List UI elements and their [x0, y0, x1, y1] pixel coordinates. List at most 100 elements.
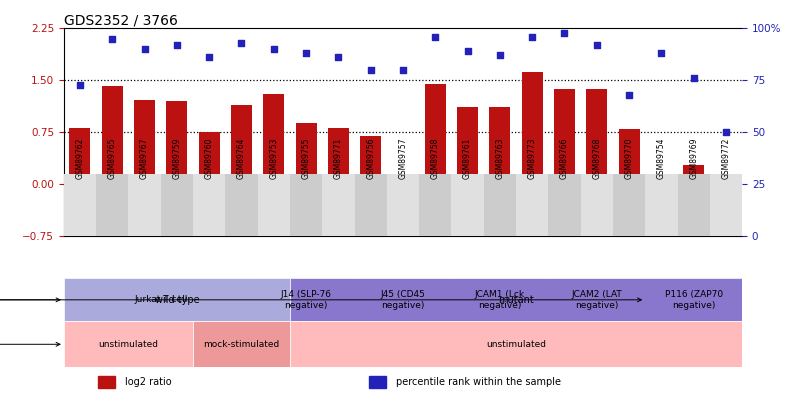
Point: [267, 46, 280, 52]
Bar: [231, 104, 252, 184]
Bar: [193, 174, 225, 237]
Bar: [97, 376, 115, 388]
Point: [461, 48, 474, 55]
Bar: [646, 278, 742, 322]
Bar: [522, 72, 543, 184]
Bar: [457, 107, 478, 184]
Text: J14 (SLP-76
negative): J14 (SLP-76 negative): [281, 290, 332, 309]
Bar: [354, 278, 452, 322]
Text: GSM89754: GSM89754: [657, 137, 666, 179]
Bar: [102, 86, 123, 184]
Bar: [290, 322, 742, 367]
Text: mutant: mutant: [498, 295, 534, 305]
Text: GSM89769: GSM89769: [689, 137, 698, 179]
Point: [655, 50, 668, 57]
Text: Jurkat T cell: Jurkat T cell: [134, 295, 188, 304]
Point: [106, 36, 119, 42]
Text: GSM89755: GSM89755: [302, 137, 310, 179]
Bar: [554, 89, 575, 184]
Bar: [258, 174, 290, 237]
Bar: [295, 124, 317, 184]
Bar: [360, 136, 381, 184]
Text: JCAM2 (LAT
negative): JCAM2 (LAT negative): [571, 290, 622, 309]
Text: P116 (ZAP70
negative): P116 (ZAP70 negative): [665, 290, 723, 309]
Text: GSM89762: GSM89762: [76, 137, 85, 179]
Bar: [646, 174, 678, 237]
Point: [300, 50, 313, 57]
Bar: [452, 278, 548, 322]
Text: genotype/variation: genotype/variation: [0, 295, 60, 305]
Point: [429, 34, 441, 40]
Point: [397, 67, 409, 73]
Text: J45 (CD45
negative): J45 (CD45 negative): [381, 290, 425, 309]
Bar: [369, 376, 386, 388]
Bar: [64, 174, 96, 237]
Text: GSM89770: GSM89770: [625, 137, 634, 179]
Text: protocol: protocol: [0, 339, 60, 349]
Bar: [651, 176, 672, 184]
Text: unstimulated: unstimulated: [98, 340, 159, 349]
Point: [203, 54, 215, 61]
Bar: [548, 278, 646, 322]
Point: [493, 52, 506, 59]
Text: GSM89766: GSM89766: [560, 137, 569, 179]
Text: GSM89773: GSM89773: [527, 137, 537, 179]
Bar: [128, 174, 160, 237]
Bar: [193, 322, 290, 367]
Bar: [225, 174, 258, 237]
Bar: [425, 84, 446, 184]
Bar: [489, 107, 511, 184]
Text: GSM89768: GSM89768: [592, 137, 601, 179]
Bar: [587, 89, 607, 184]
Bar: [613, 174, 646, 237]
Bar: [328, 128, 349, 184]
Text: percentile rank within the sample: percentile rank within the sample: [396, 377, 561, 387]
Point: [687, 75, 700, 81]
Text: GSM89764: GSM89764: [237, 137, 246, 179]
Point: [365, 67, 377, 73]
Text: GSM89759: GSM89759: [172, 137, 181, 179]
Bar: [393, 176, 413, 184]
Bar: [64, 278, 258, 322]
Bar: [64, 322, 193, 367]
Bar: [516, 174, 548, 237]
Text: GSM89758: GSM89758: [431, 137, 440, 179]
Text: wild type: wild type: [155, 295, 200, 305]
Bar: [160, 174, 193, 237]
Text: GSM89757: GSM89757: [398, 137, 408, 179]
Bar: [387, 174, 419, 237]
Bar: [199, 132, 219, 184]
Text: GSM89763: GSM89763: [496, 137, 504, 179]
Text: GDS2352 / 3766: GDS2352 / 3766: [64, 13, 178, 27]
Bar: [710, 174, 742, 237]
Bar: [354, 174, 387, 237]
Text: GSM89772: GSM89772: [721, 137, 730, 179]
Text: mock-stimulated: mock-stimulated: [203, 340, 279, 349]
Point: [235, 40, 248, 46]
Bar: [581, 174, 613, 237]
Text: GSM89760: GSM89760: [205, 137, 214, 179]
Bar: [716, 184, 737, 193]
Text: JCAM1 (Lck
negative): JCAM1 (Lck negative): [475, 290, 525, 309]
Text: GSM89765: GSM89765: [108, 137, 117, 179]
Point: [622, 92, 635, 98]
Text: GSM89761: GSM89761: [463, 137, 472, 179]
Bar: [452, 174, 484, 237]
Bar: [69, 128, 90, 184]
Bar: [263, 94, 284, 184]
Bar: [167, 101, 188, 184]
Bar: [419, 174, 452, 237]
Bar: [258, 278, 354, 322]
Point: [171, 42, 184, 48]
Text: log2 ratio: log2 ratio: [124, 377, 172, 387]
Bar: [683, 165, 704, 184]
Bar: [678, 174, 710, 237]
Text: unstimulated: unstimulated: [486, 340, 546, 349]
Text: GSM89756: GSM89756: [366, 137, 375, 179]
Point: [720, 129, 733, 136]
Bar: [134, 100, 155, 184]
Text: GSM89767: GSM89767: [140, 137, 149, 179]
Bar: [322, 174, 354, 237]
Point: [558, 29, 571, 36]
Text: cell line: cell line: [0, 295, 642, 305]
